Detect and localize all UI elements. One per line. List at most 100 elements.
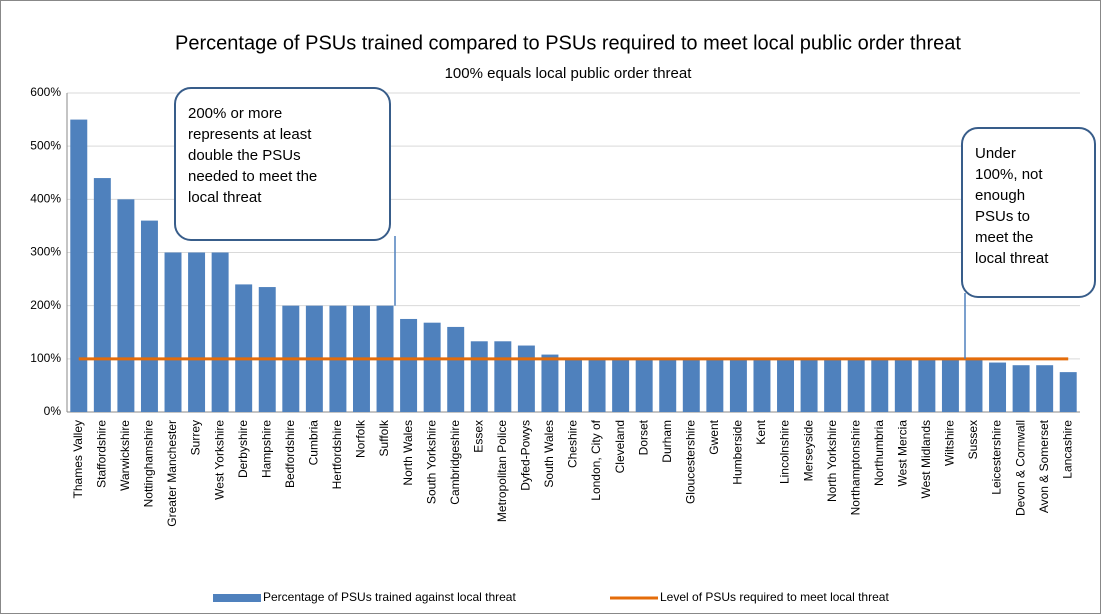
x-tick-label: South Yorkshire — [424, 420, 438, 504]
callout-box — [174, 87, 391, 241]
bar — [400, 318, 418, 412]
x-tick-label: Leicestershire — [990, 420, 1004, 495]
y-tick-label: 0% — [44, 404, 62, 418]
bar — [588, 358, 606, 412]
bar — [117, 199, 135, 412]
x-tick-label: Humberside — [731, 420, 745, 485]
chart-title: Percentage of PSUs trained compared to P… — [175, 32, 961, 54]
bar — [1036, 365, 1054, 412]
x-tick-label: Suffolk — [377, 419, 391, 456]
x-tick-label: Essex — [471, 420, 485, 453]
bar — [93, 178, 111, 412]
bar — [470, 341, 488, 412]
x-tick-label: Dyfed-Powys — [519, 420, 533, 491]
x-tick-label: Hertfordshire — [330, 420, 344, 490]
x-tick-label: West Yorkshire — [212, 420, 226, 500]
x-tick-label: Cheshire — [566, 420, 580, 468]
x-tick-label: Warwickshire — [118, 420, 132, 491]
callout-text: 100%, not — [975, 166, 1043, 183]
x-tick-label: Gloucestershire — [683, 420, 697, 504]
x-tick-label: Lancashire — [1060, 420, 1074, 479]
callout-text: enough — [975, 187, 1025, 204]
x-tick-label: North Yorkshire — [825, 420, 839, 502]
x-tick-label: Derbyshire — [236, 420, 250, 478]
x-tick-label: Cambridgeshire — [448, 420, 462, 505]
callout-text: meet the — [975, 229, 1033, 246]
y-tick-label: 200% — [30, 298, 61, 312]
x-tick-label: Norfolk — [354, 419, 368, 458]
x-tick-label: Nottinghamshire — [142, 420, 156, 508]
callout-text: represents at least — [188, 126, 312, 143]
x-tick-label: Thames Valley — [71, 420, 85, 498]
bar — [188, 252, 206, 412]
bar — [659, 358, 677, 412]
bar — [612, 358, 630, 412]
bar — [635, 358, 653, 412]
x-tick-label: Bedfordshire — [283, 420, 297, 488]
callout-text: Under — [975, 145, 1016, 162]
bar — [211, 252, 229, 412]
bar — [423, 322, 441, 412]
bar — [447, 326, 465, 412]
x-tick-label: Northamptonshire — [848, 420, 862, 516]
bar — [565, 358, 582, 412]
bar — [824, 358, 842, 412]
x-tick-label: Wiltshire — [943, 420, 957, 466]
callout-text: PSUs to — [975, 208, 1030, 225]
y-tick-label: 300% — [30, 245, 61, 259]
x-tick-label: Avon & Somerset — [1037, 419, 1051, 513]
x-tick-label: Durham — [660, 420, 674, 463]
bar — [164, 252, 182, 412]
chart-subtitle: 100% equals local public order threat — [445, 65, 693, 82]
legend-swatch — [213, 594, 261, 602]
bar — [517, 345, 535, 412]
bar — [1012, 365, 1030, 412]
x-tick-label: South Wales — [542, 420, 556, 488]
bar — [706, 358, 724, 412]
bar — [989, 362, 1007, 412]
bar — [965, 358, 983, 412]
bar — [140, 220, 158, 412]
bar — [541, 354, 559, 412]
y-tick-label: 600% — [30, 85, 61, 99]
x-tick-label: North Wales — [401, 420, 415, 486]
callout-text: 200% or more — [188, 105, 282, 122]
x-tick-label: Devon & Cornwall — [1013, 420, 1027, 516]
y-tick-label: 400% — [30, 192, 61, 206]
x-tick-label: Gwent — [707, 419, 721, 454]
x-tick-label: Kent — [754, 419, 768, 444]
x-tick-label: Greater Manchester — [165, 420, 179, 527]
bar — [894, 358, 912, 412]
bar — [800, 358, 818, 412]
x-tick-label: Surrey — [189, 420, 203, 455]
x-tick-label: Lincolnshire — [778, 420, 792, 484]
x-tick-label: Merseyside — [801, 420, 815, 482]
x-tick-label: Hampshire — [259, 420, 273, 478]
bar — [847, 358, 865, 412]
x-tick-label: Staffordshire — [95, 420, 109, 488]
x-tick-label: Sussex — [966, 420, 980, 459]
x-tick-label: Metropolitan Police — [495, 420, 509, 522]
x-tick-label: Cumbria — [307, 420, 321, 466]
x-tick-label: London, City of — [589, 419, 603, 500]
bar — [258, 287, 276, 412]
callout-text: local threat — [975, 250, 1049, 267]
x-tick-label: West Mercia — [895, 420, 909, 487]
callout-text: needed to meet the — [188, 168, 317, 185]
bar — [777, 358, 795, 412]
callout-text: local threat — [188, 189, 262, 206]
bar — [871, 358, 889, 412]
y-tick-label: 100% — [30, 351, 61, 365]
bar — [235, 284, 253, 412]
y-tick-label: 500% — [30, 138, 61, 152]
callout-box — [961, 127, 1096, 298]
bar — [918, 358, 936, 412]
bar — [70, 119, 88, 412]
bar — [1059, 372, 1077, 412]
bar — [753, 358, 771, 412]
bar — [729, 358, 747, 412]
x-tick-label: Cleveland — [613, 420, 627, 473]
bar — [494, 341, 512, 412]
x-tick-label: West Midlands — [919, 420, 933, 498]
